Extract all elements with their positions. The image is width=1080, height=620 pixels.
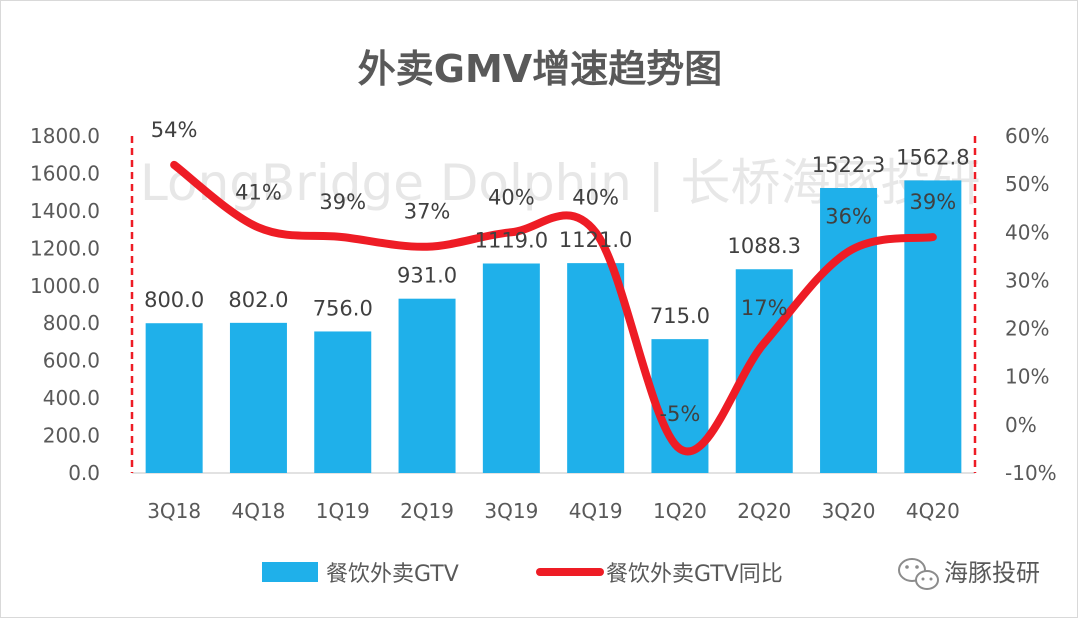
line-value-label: 40% [488, 185, 535, 209]
line-value-label: 40% [572, 185, 619, 209]
y-left-tick-label: 1600.0 [30, 161, 100, 185]
brand-name: 海豚投研 [944, 559, 1040, 587]
growth-line [170, 160, 937, 456]
bar-value-label: 1562.8 [896, 145, 969, 169]
y-left-tick-label: 1400.0 [30, 199, 100, 223]
y-left-tick-label: 600.0 [43, 349, 100, 373]
legend-swatch-bar [262, 562, 318, 582]
bar-value-label: 1119.0 [475, 228, 548, 252]
x-tick-label: 3Q19 [484, 499, 538, 523]
y-right-tick-label: 0% [1005, 413, 1037, 437]
x-tick-label: 1Q20 [653, 499, 707, 523]
y-right-tick-label: 50% [1005, 172, 1049, 196]
line-value-label: 37% [404, 200, 451, 224]
bar [398, 298, 456, 473]
bar-value-label: 715.0 [650, 304, 710, 328]
bar-value-label: 931.0 [397, 264, 457, 288]
line-value-label: 39% [910, 190, 957, 214]
line-value-label: -5% [659, 402, 700, 426]
y-left-tick-label: 1000.0 [30, 274, 100, 298]
x-tick-label: 2Q19 [400, 499, 454, 523]
bar [482, 263, 540, 473]
y-right-tick-label: 40% [1005, 220, 1049, 244]
y-right-tick-label: 20% [1005, 317, 1049, 341]
line-value-label: 36% [825, 205, 872, 229]
y-left-tick-label: 1800.0 [30, 124, 100, 148]
y-left-tick-label: 800.0 [43, 311, 100, 335]
bar-value-label: 800.0 [144, 288, 204, 312]
bar [229, 322, 287, 473]
x-tick-label: 4Q20 [906, 499, 960, 523]
x-tick-label: 1Q19 [316, 499, 370, 523]
bar-series [145, 180, 962, 473]
bar-value-label: 1522.3 [812, 153, 885, 177]
line-value-label: 17% [741, 296, 788, 320]
y-right-tick-label: 30% [1005, 268, 1049, 292]
wechat-icon [898, 558, 939, 590]
legend-label-bar: 餐饮外卖GTV [326, 562, 459, 587]
y-right-tick-label: -10% [1005, 461, 1057, 485]
x-tick-label: 3Q18 [147, 499, 201, 523]
bar-value-label: 1121.0 [559, 228, 632, 252]
brand: 海豚投研 [898, 558, 1040, 590]
bar [820, 187, 878, 473]
x-tick-label: 4Q19 [569, 499, 623, 523]
bar [904, 180, 962, 473]
y-left-tick-label: 200.0 [43, 424, 100, 448]
line-value-label: 39% [319, 190, 366, 214]
y-right-tick-label: 60% [1005, 124, 1049, 148]
bar [145, 323, 203, 473]
y-right-tick-label: 10% [1005, 365, 1049, 389]
legend-label-line: 餐饮外卖GTV同比 [606, 562, 783, 587]
x-tick-label: 3Q20 [822, 499, 876, 523]
bar-value-label: 802.0 [228, 288, 288, 312]
chart-title: 外卖GMV增速趋势图 [358, 47, 722, 91]
bar-value-label: 1088.3 [728, 234, 801, 258]
y-left-tick-label: 400.0 [43, 386, 100, 410]
bar [314, 331, 372, 473]
y-left-tick-label: 1200.0 [30, 236, 100, 260]
bar-value-label: 756.0 [313, 296, 373, 320]
legend: 餐饮外卖GTV 餐饮外卖GTV同比 [262, 562, 783, 587]
line-value-label: 54% [151, 118, 198, 142]
data-labels: 800.0 802.0 756.0 931.0 1119.0 1121.0 715.0 108… [144, 118, 970, 426]
x-tick-label: 2Q20 [737, 499, 791, 523]
y-left-tick-label: 0.0 [68, 461, 100, 485]
bar [567, 263, 625, 473]
x-tick-label: 4Q18 [231, 499, 285, 523]
line-value-label: 41% [235, 180, 282, 204]
line-series [170, 160, 937, 456]
